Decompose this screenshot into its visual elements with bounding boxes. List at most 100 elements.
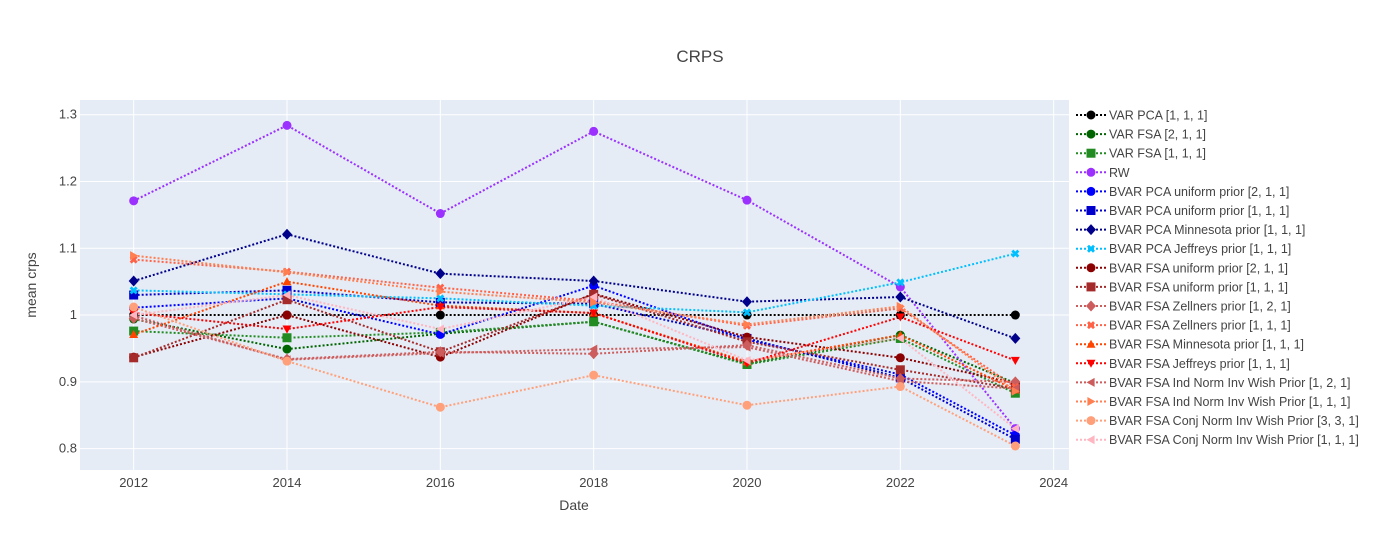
- x-axis-label: Date: [559, 497, 589, 513]
- data-point: [743, 319, 752, 329]
- data-point: [435, 303, 445, 312]
- data-point: [1010, 434, 1020, 444]
- legend-marker-swatch: [1086, 110, 1096, 120]
- plot-background: [80, 100, 1069, 470]
- data-point: [1011, 386, 1020, 396]
- legend-item[interactable]: BVAR FSA Ind Norm Inv Wish Prior [1, 2, …: [1076, 376, 1351, 390]
- data-point: [895, 291, 906, 303]
- legend-item[interactable]: BVAR FSA Minnesota prior [1, 1, 1]: [1076, 338, 1304, 352]
- legend-marker-swatch: [1086, 186, 1096, 196]
- legend-label: BVAR FSA Zellners prior [1, 1, 1]: [1109, 319, 1291, 333]
- legend-marker-swatch: [1086, 359, 1096, 368]
- legend-label: VAR PCA [1, 1, 1]: [1109, 109, 1207, 123]
- x-tick-label: 2016: [426, 475, 455, 490]
- legend-marker-swatch: [1087, 397, 1096, 406]
- y-tick-label: 1.2: [59, 173, 77, 188]
- data-point: [436, 287, 445, 297]
- legend-item[interactable]: VAR PCA [1, 1, 1]: [1076, 109, 1207, 123]
- legend-item[interactable]: BVAR FSA Conj Norm Inv Wish Prior [1, 1,…: [1076, 433, 1359, 447]
- legend-label: BVAR FSA Conj Norm Inv Wish Prior [1, 1,…: [1109, 433, 1359, 447]
- x-tick-label: 2014: [273, 475, 302, 490]
- legend-item[interactable]: BVAR FSA Conj Norm Inv Wish Prior [3, 3,…: [1076, 414, 1359, 428]
- legend-item[interactable]: BVAR FSA uniform prior [2, 1, 1]: [1076, 261, 1288, 275]
- data-point: [282, 333, 292, 343]
- legend-marker-swatch: [1086, 435, 1095, 445]
- legend-item[interactable]: BVAR FSA Zellners prior [1, 2, 1]: [1076, 300, 1291, 314]
- data-point: [282, 277, 292, 286]
- data-point: [742, 195, 752, 205]
- series-markers: [128, 120, 1021, 451]
- legend-marker-swatch: [1086, 300, 1096, 312]
- y-tick-label: 0.8: [59, 441, 77, 456]
- legend-item[interactable]: BVAR PCA Minnesota prior [1, 1, 1]: [1076, 223, 1305, 237]
- data-point: [282, 356, 292, 366]
- data-point: [129, 286, 138, 295]
- data-point: [435, 324, 444, 334]
- x-tick-label: 2018: [579, 475, 608, 490]
- data-point: [282, 344, 292, 354]
- data-point: [589, 317, 599, 327]
- legend-label: BVAR FSA Ind Norm Inv Wish Prior [1, 1, …: [1109, 395, 1351, 409]
- x-tick-label: 2024: [1039, 475, 1068, 490]
- data-point: [130, 251, 139, 261]
- data-point: [129, 302, 139, 312]
- legend[interactable]: VAR PCA [1, 1, 1] VAR FSA [2, 1, 1] VAR FS…: [1076, 109, 1359, 448]
- legend-marker-swatch: [1086, 148, 1096, 158]
- data-point: [1010, 310, 1020, 320]
- legend-item[interactable]: RW: [1076, 166, 1130, 180]
- legend-label: BVAR FSA Minnesota prior [1, 1, 1]: [1109, 338, 1304, 352]
- x-tick-label: 2020: [733, 475, 762, 490]
- legend-marker-swatch: [1086, 263, 1096, 273]
- data-point: [589, 344, 598, 354]
- y-tick-label: 1.3: [59, 107, 77, 122]
- data-point: [589, 370, 599, 380]
- legend-label: BVAR FSA Conj Norm Inv Wish Prior [3, 3,…: [1109, 414, 1359, 428]
- legend-item[interactable]: VAR FSA [2, 1, 1]: [1076, 128, 1206, 142]
- legend-item[interactable]: BVAR FSA Jeffreys prior [1, 1, 1]: [1076, 357, 1290, 371]
- data-point: [589, 292, 598, 302]
- data-point: [743, 308, 751, 317]
- legend-marker-swatch: [1086, 282, 1096, 292]
- data-point: [435, 209, 445, 219]
- data-point: [435, 402, 445, 412]
- legend-label: BVAR PCA Jeffreys prior [1, 1, 1]: [1109, 242, 1291, 256]
- data-point: [283, 267, 292, 277]
- y-tick-label: 1: [70, 307, 77, 322]
- data-point: [588, 275, 599, 287]
- data-point: [129, 290, 139, 300]
- data-point: [589, 309, 599, 318]
- x-tick-label: 2022: [886, 475, 915, 490]
- data-point: [436, 294, 445, 303]
- legend-marker-swatch: [1086, 224, 1096, 236]
- data-point: [895, 353, 905, 363]
- chart-title: CRPS: [676, 47, 723, 66]
- legend-marker-swatch: [1086, 339, 1096, 348]
- legend-label: RW: [1109, 166, 1130, 180]
- legend-item[interactable]: VAR FSA [1, 1, 1]: [1076, 147, 1206, 161]
- legend-label: BVAR PCA Minnesota prior [1, 1, 1]: [1109, 223, 1305, 237]
- legend-label: VAR FSA [1, 1, 1]: [1109, 147, 1206, 161]
- data-point: [895, 313, 905, 322]
- legend-label: BVAR FSA uniform prior [2, 1, 1]: [1109, 261, 1288, 275]
- legend-label: BVAR FSA Zellners prior [1, 2, 1]: [1109, 300, 1291, 314]
- legend-marker-swatch: [1086, 206, 1096, 215]
- legend-item[interactable]: BVAR PCA uniform prior [1, 1, 1]: [1076, 204, 1289, 218]
- legend-marker-swatch: [1086, 416, 1096, 426]
- data-point: [1011, 249, 1020, 258]
- data-point: [435, 310, 445, 320]
- legend-item[interactable]: BVAR FSA uniform prior [1, 1, 1]: [1076, 280, 1288, 294]
- legend-item[interactable]: BVAR PCA uniform prior [2, 1, 1]: [1076, 185, 1289, 199]
- legend-label: BVAR PCA uniform prior [2, 1, 1]: [1109, 185, 1289, 199]
- legend-item[interactable]: BVAR FSA Ind Norm Inv Wish Prior [1, 1, …: [1076, 395, 1351, 409]
- legend-label: BVAR FSA uniform prior [1, 1, 1]: [1109, 280, 1288, 294]
- y-tick-labels: 0.8 0.9 1 1.1 1.2 1.3: [59, 107, 77, 456]
- data-point: [282, 120, 292, 130]
- legend-label: BVAR FSA Jeffreys prior [1, 1, 1]: [1109, 357, 1290, 371]
- data-point: [1010, 424, 1019, 434]
- legend-label: BVAR FSA Ind Norm Inv Wish Prior [1, 2, …: [1109, 376, 1351, 390]
- data-point: [1010, 441, 1020, 451]
- data-point: [282, 310, 292, 320]
- legend-item[interactable]: BVAR PCA Jeffreys prior [1, 1, 1]: [1076, 242, 1291, 256]
- legend-item[interactable]: BVAR FSA Zellners prior [1, 1, 1]: [1076, 319, 1291, 333]
